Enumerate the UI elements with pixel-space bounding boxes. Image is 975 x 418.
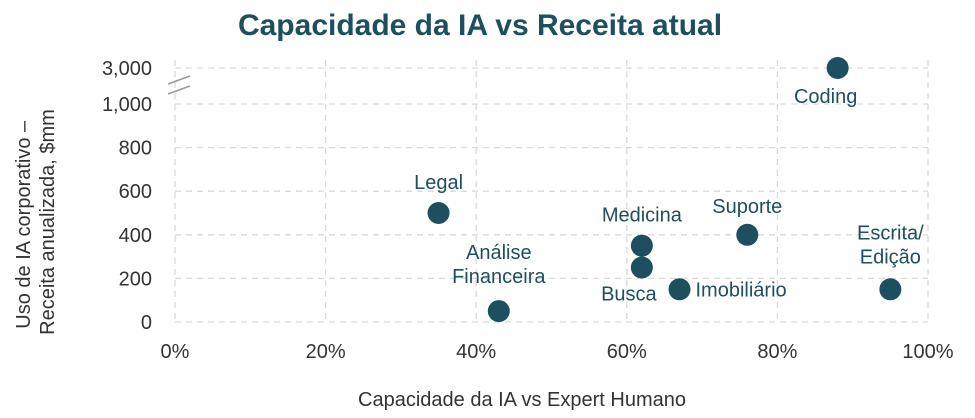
scatter-point <box>630 256 653 279</box>
chart-title: Capacidade da IA vs Receita atual <box>238 9 722 42</box>
point-label: Edição <box>860 246 921 268</box>
data-points: Coding Legal Medicina Suporte Busca Imobiliár… <box>414 57 924 323</box>
scatter-point <box>879 278 902 301</box>
point-label: Medicina <box>602 205 683 227</box>
x-tick-label: 40% <box>456 341 496 363</box>
x-tick-label: 100% <box>902 341 953 363</box>
point-label: Suporte <box>712 196 782 218</box>
point-label: Legal <box>414 172 463 194</box>
point-label: Coding <box>794 86 857 108</box>
y-tick-label: 3,000 <box>102 58 152 80</box>
y-axis-label-line-1: Uso de IA corporativo – <box>13 120 35 329</box>
scatter-point-group: Coding <box>794 57 857 108</box>
scatter-point-group: Busca <box>601 256 658 306</box>
axis-break-line <box>167 75 191 85</box>
scatter-point <box>736 223 759 246</box>
scatter-point-group: Suporte <box>712 196 782 246</box>
x-tick-labels: 0% 20% 40% 60% 80% 100% <box>161 341 954 363</box>
scatter-point <box>668 278 691 301</box>
point-label: Escrita/ <box>857 222 924 244</box>
scatter-point-group: Legal <box>414 172 463 224</box>
scatter-point-group: Imobiliário <box>668 278 787 301</box>
axis-break-line <box>167 85 191 95</box>
scatter-point-group: Medicina <box>602 205 683 257</box>
point-label: Financeira <box>452 266 546 288</box>
x-tick-label: 20% <box>306 341 346 363</box>
y-tick-label: 800 <box>119 138 152 160</box>
x-tick-label: 60% <box>607 341 647 363</box>
point-label: Análise <box>466 242 532 264</box>
scatter-point <box>427 202 450 224</box>
scatter-point <box>826 57 849 79</box>
y-tick-label: 1,000 <box>102 94 152 116</box>
scatter-point-group: Escrita/Edição <box>857 222 924 301</box>
y-axis-label-line-2: Receita anualizada, $mm <box>37 109 59 335</box>
x-axis-label: Capacidade da IA vs Expert Humano <box>358 389 686 411</box>
grid <box>174 60 929 323</box>
scatter-point <box>487 300 510 323</box>
scatter-point <box>630 234 653 257</box>
y-tick-labels: 0 200 400 600 800 1,000 3,000 <box>102 58 152 334</box>
y-tick-label: 0 <box>141 312 152 334</box>
y-tick-label: 400 <box>119 225 152 247</box>
axis-break-marker <box>167 75 191 95</box>
y-tick-label: 600 <box>119 181 152 203</box>
y-tick-label: 200 <box>119 268 152 290</box>
x-tick-label: 0% <box>161 341 190 363</box>
point-label: Busca <box>601 284 657 306</box>
point-label: Imobiliário <box>696 279 787 301</box>
x-tick-label: 80% <box>757 341 797 363</box>
y-axis-label: Uso de IA corporativo – Receita anualiza… <box>13 109 59 335</box>
